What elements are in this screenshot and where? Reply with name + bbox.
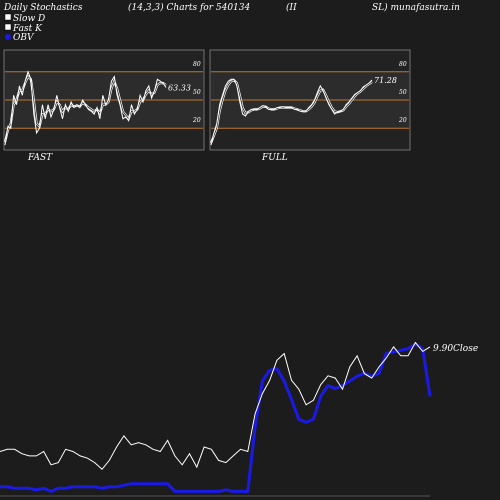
legend-slow-d-swatch <box>4 13 12 21</box>
price-obv-panel: 9.90Close <box>0 341 478 497</box>
legend-obv-swatch <box>5 34 11 40</box>
legend-obv: OBV <box>13 33 35 43</box>
fast-stochastic-panel: 80 50 20 63.33 <box>3 49 205 151</box>
fast-tick-20: 20 <box>192 117 201 124</box>
header-symbol-part1: (II <box>286 2 297 13</box>
fast-k-line <box>4 70 167 146</box>
full-panel-label: FULL <box>261 153 288 163</box>
header-symbol-part2: SL) munafasutra.in <box>372 2 460 13</box>
full-last-value: 71.28 <box>374 76 397 85</box>
full-tick-50: 50 <box>399 89 407 96</box>
legend-fast-k-swatch <box>4 23 12 31</box>
full-tick-80: 80 <box>399 61 407 68</box>
obv-line <box>0 342 432 493</box>
fast-last-value: 63.33 <box>168 83 191 92</box>
full-k-line <box>210 78 373 146</box>
close-value-label: 9.90Close <box>433 344 478 354</box>
full-stochastic-panel: 80 50 20 71.28 <box>209 49 411 151</box>
full-tick-20: 20 <box>398 117 407 124</box>
legend-slow-d: Slow D <box>13 14 45 24</box>
legend-fast-k: Fast K <box>12 24 43 34</box>
header-params: (14,3,3) Charts for 540134 <box>128 2 250 13</box>
fast-tick-80: 80 <box>193 61 201 68</box>
header-title: Daily Stochastics <box>3 3 83 13</box>
fast-tick-50: 50 <box>193 89 201 96</box>
close-price-line <box>0 341 431 471</box>
fast-panel-label: FAST <box>27 153 53 163</box>
